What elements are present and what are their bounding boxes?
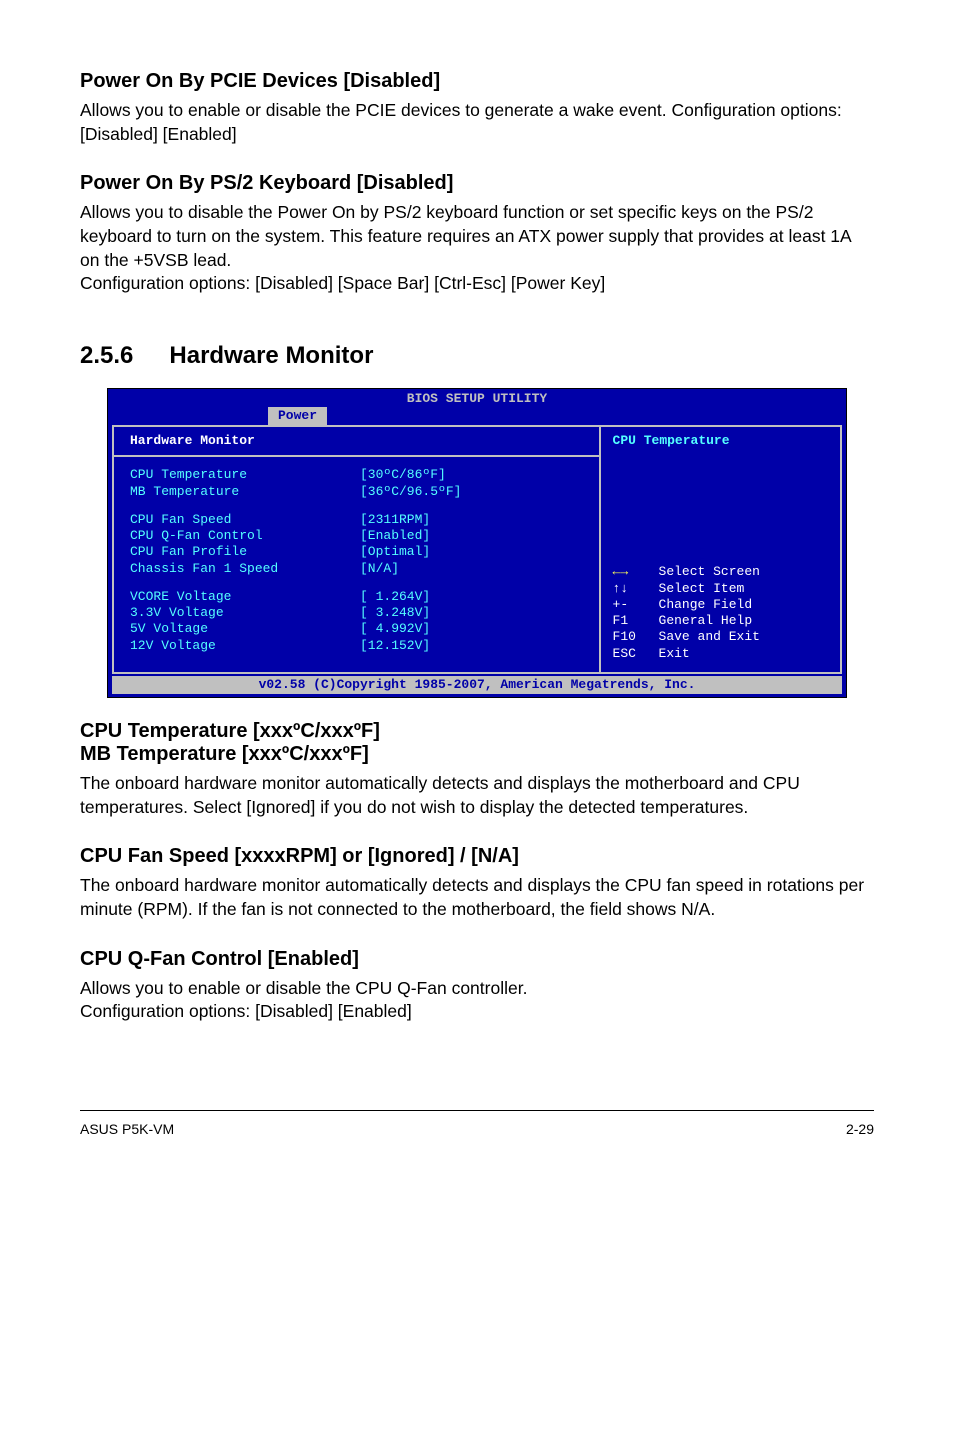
bios-value: [30ºC/86ºF]: [360, 467, 446, 483]
bios-row[interactable]: 3.3V Voltage [ 3.248V]: [130, 605, 583, 621]
bios-value: [ 4.992V]: [360, 621, 430, 637]
bios-help-row: ↑↓ Select Item: [613, 581, 828, 597]
bios-panel-header: Hardware Monitor: [130, 433, 583, 453]
section-number: 2.5.6: [80, 342, 133, 370]
bios-label: CPU Fan Profile: [130, 544, 360, 560]
footer-left: ASUS P5K-VM: [80, 1121, 174, 1137]
bios-value: [ 1.264V]: [360, 589, 430, 605]
bios-tab-power[interactable]: Power: [268, 407, 327, 425]
bios-value: [ 3.248V]: [360, 605, 430, 621]
bios-help-desc: Save and Exit: [659, 629, 760, 645]
bios-title: BIOS SETUP UTILITY: [108, 389, 846, 407]
bios-label: 12V Voltage: [130, 638, 360, 654]
bios-help-desc: Change Field: [659, 597, 753, 613]
bios-label: MB Temperature: [130, 484, 360, 500]
bios-help-desc: Select Screen: [659, 564, 760, 580]
bios-value: [Enabled]: [360, 528, 430, 544]
bios-block-temps: CPU Temperature [30ºC/86ºF] MB Temperatu…: [130, 467, 583, 500]
bios-row[interactable]: Chassis Fan 1 Speed [N/A]: [130, 561, 583, 577]
bios-label: 3.3V Voltage: [130, 605, 360, 621]
body-qfan: Allows you to enable or disable the CPU …: [80, 977, 874, 1024]
bios-help-row: +- Change Field: [613, 597, 828, 613]
bios-label: CPU Q-Fan Control: [130, 528, 360, 544]
section-title: Hardware Monitor: [169, 342, 373, 370]
body-cpu-mb-temp: The onboard hardware monitor automatical…: [80, 772, 874, 819]
bios-help-topic: CPU Temperature: [613, 433, 828, 449]
bios-footer: v02.58 (C)Copyright 1985-2007, American …: [112, 676, 842, 694]
bios-row[interactable]: VCORE Voltage [ 1.264V]: [130, 589, 583, 605]
bios-help-desc: Select Item: [659, 581, 745, 597]
bios-row[interactable]: CPU Fan Profile [Optimal]: [130, 544, 583, 560]
footer-divider: [80, 1110, 874, 1111]
section-hwmon-heading: 2.5.6 Hardware Monitor: [80, 342, 874, 370]
body-fan-speed: The onboard hardware monitor automatical…: [80, 874, 874, 921]
bios-row[interactable]: CPU Temperature [30ºC/86ºF]: [130, 467, 583, 483]
bios-body: Hardware Monitor CPU Temperature [30ºC/8…: [112, 425, 842, 674]
heading-pcie: Power On By PCIE Devices [Disabled]: [80, 70, 874, 93]
bios-help-keys: ←→ Select Screen ↑↓ Select Item +- Chang…: [613, 564, 828, 662]
bios-help-key: ↑↓: [613, 581, 659, 597]
bios-help-row: ←→ Select Screen: [613, 564, 828, 580]
bios-setup-utility: BIOS SETUP UTILITY Power Hardware Monito…: [107, 388, 847, 698]
heading-fan-speed: CPU Fan Speed [xxxxRPM] or [Ignored] / […: [80, 845, 874, 868]
footer-right: 2-29: [846, 1121, 874, 1137]
bios-row[interactable]: MB Temperature [36ºC/96.5ºF]: [130, 484, 583, 500]
heading-mb-temp: MB Temperature [xxxºC/xxxºF]: [80, 743, 874, 766]
page-footer: ASUS P5K-VM 2-29: [80, 1117, 874, 1137]
bios-value: [Optimal]: [360, 544, 430, 560]
heading-ps2: Power On By PS/2 Keyboard [Disabled]: [80, 172, 874, 195]
bios-help-key: +-: [613, 597, 659, 613]
bios-label: CPU Temperature: [130, 467, 360, 483]
bios-help-key: ←→: [613, 564, 659, 580]
bios-help-key: ESC: [613, 646, 659, 662]
heading-cpu-temp: CPU Temperature [xxxºC/xxxºF]: [80, 720, 874, 743]
bios-label: Chassis Fan 1 Speed: [130, 561, 360, 577]
bios-label: VCORE Voltage: [130, 589, 360, 605]
bios-label: CPU Fan Speed: [130, 512, 360, 528]
bios-help-desc: Exit: [659, 646, 690, 662]
bios-block-voltages: VCORE Voltage [ 1.264V] 3.3V Voltage [ 3…: [130, 589, 583, 654]
bios-value: [2311RPM]: [360, 512, 430, 528]
body-pcie: Allows you to enable or disable the PCIE…: [80, 99, 874, 146]
heading-qfan: CPU Q-Fan Control [Enabled]: [80, 948, 874, 971]
bios-help-row: ESC Exit: [613, 646, 828, 662]
bios-row[interactable]: CPU Fan Speed [2311RPM]: [130, 512, 583, 528]
bios-row[interactable]: CPU Q-Fan Control [Enabled]: [130, 528, 583, 544]
bios-block-fans: CPU Fan Speed [2311RPM] CPU Q-Fan Contro…: [130, 512, 583, 577]
bios-right-panel: CPU Temperature ←→ Select Screen ↑↓ Sele…: [601, 427, 840, 672]
bios-value: [36ºC/96.5ºF]: [360, 484, 461, 500]
bios-divider: [114, 455, 599, 457]
bios-help-row: F10 Save and Exit: [613, 629, 828, 645]
bios-value: [N/A]: [360, 561, 399, 577]
bios-label: 5V Voltage: [130, 621, 360, 637]
bios-left-panel: Hardware Monitor CPU Temperature [30ºC/8…: [114, 427, 601, 672]
bios-value: [12.152V]: [360, 638, 430, 654]
bios-tabbar: Power: [108, 407, 846, 425]
bios-help-key: F10: [613, 629, 659, 645]
bios-row[interactable]: 5V Voltage [ 4.992V]: [130, 621, 583, 637]
bios-help-key: F1: [613, 613, 659, 629]
bios-row[interactable]: 12V Voltage [12.152V]: [130, 638, 583, 654]
bios-help-desc: General Help: [659, 613, 753, 629]
body-ps2: Allows you to disable the Power On by PS…: [80, 201, 874, 296]
bios-help-row: F1 General Help: [613, 613, 828, 629]
